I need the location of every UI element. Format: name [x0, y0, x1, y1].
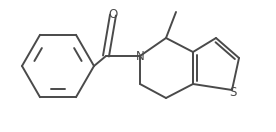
Text: O: O [108, 8, 118, 22]
Text: S: S [229, 86, 237, 98]
Text: N: N [136, 50, 144, 62]
